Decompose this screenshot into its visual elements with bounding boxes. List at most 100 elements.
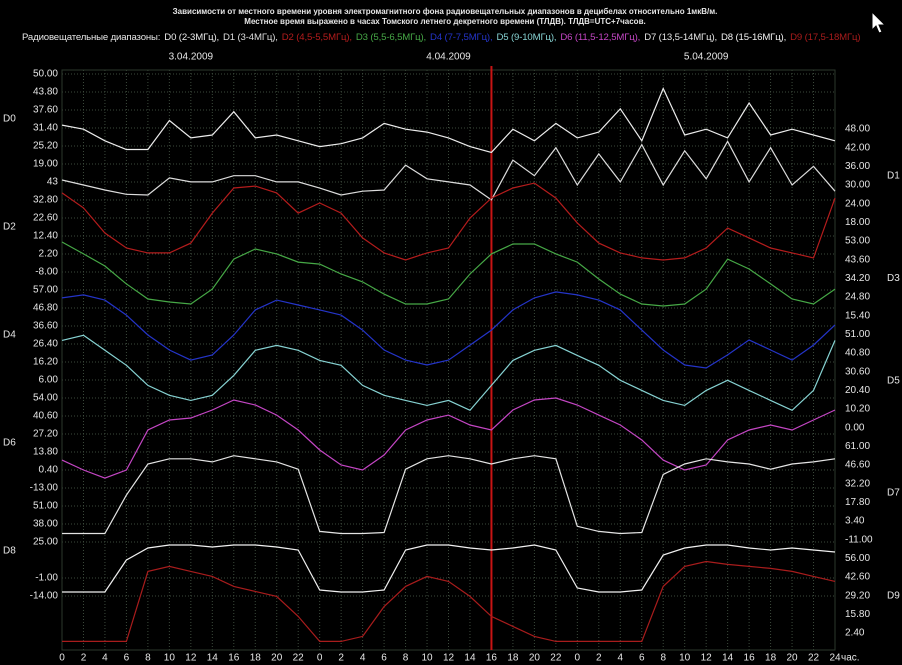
y-tick-label: 10.20 <box>845 404 870 415</box>
y-tick-label: 43.80 <box>33 87 58 98</box>
axis-series-name: D2 <box>3 222 16 233</box>
y-tick-label: -13.00 <box>30 483 59 494</box>
y-tick-label: 46.60 <box>845 460 870 471</box>
y-tick-label: 27.20 <box>33 429 58 440</box>
y-tick-label: 48.00 <box>845 124 870 135</box>
series-line <box>61 241 836 307</box>
mouse-cursor <box>871 10 887 34</box>
y-tick-label: 40.80 <box>845 348 870 359</box>
legend-entry: D7 (13,5-14МГц), <box>644 32 718 43</box>
x-tick-label: 18 <box>250 653 262 664</box>
x-tick-label: 4 <box>360 653 366 664</box>
y-tick-label: -1.00 <box>35 573 58 584</box>
legend-entry: D4 (7-7,5МГц), <box>430 32 493 43</box>
x-tick-label: 18 <box>765 653 777 664</box>
legend-title: Радиовещательные диапазоны: <box>22 32 161 43</box>
chart-subtitle: Местное время выражено в часах Томского … <box>244 17 645 26</box>
series-line <box>62 455 836 535</box>
x-tick-label: 14 <box>464 653 476 664</box>
x-tick-label: 2 <box>338 653 344 664</box>
axis-series-name: D5 <box>887 376 900 387</box>
y-tick-label: 57.00 <box>33 285 58 296</box>
x-tick-label: 10 <box>164 653 176 664</box>
y-tick-label: 25.20 <box>33 141 58 152</box>
y-tick-label: 43.60 <box>845 254 870 265</box>
y-tick-label: 22.60 <box>33 213 58 224</box>
x-tick-label: 12 <box>185 653 197 664</box>
y-tick-label: 15.40 <box>845 310 870 321</box>
x-tick-label: 6 <box>639 653 645 664</box>
x-tick-label: 0 <box>317 653 323 664</box>
series-line <box>61 334 836 412</box>
y-tick-label: 53.00 <box>845 236 870 247</box>
y-tick-label: 32.80 <box>33 195 58 206</box>
x-tick-label: 20 <box>271 653 283 664</box>
axis-series-name: D3 <box>887 273 900 284</box>
axis-series-name: D1 <box>887 170 900 181</box>
y-tick-label: 42.00 <box>845 142 870 153</box>
x-tick-label: 16 <box>486 653 498 664</box>
legend-entry: D8 (15-16МГц), <box>721 32 787 43</box>
series-line <box>61 86 836 154</box>
legend-entry: D2 (4,5-5,5МГц), <box>281 32 352 43</box>
y-tick-label: 3.40 <box>845 516 865 527</box>
y-tick-label: 19.00 <box>33 159 58 170</box>
x-tick-label: 10 <box>421 653 433 664</box>
y-tick-label: 42.60 <box>845 572 870 583</box>
y-tick-label: 56.00 <box>845 553 870 564</box>
axis-series-name: D9 <box>887 590 900 601</box>
legend-entry: D6 (11,5-12,5МГц), <box>560 32 641 43</box>
grid <box>61 70 836 650</box>
y-tick-label: 29.20 <box>845 590 870 601</box>
y-tick-label: 51.00 <box>33 501 58 512</box>
y-tick-label: 40.60 <box>33 411 58 422</box>
y-tick-label: 36.00 <box>845 161 870 172</box>
x-tick-label: 20 <box>529 653 541 664</box>
axis-series-name: D8 <box>3 546 16 557</box>
date-label: 4.04.2009 <box>426 52 471 63</box>
y-tick-label: 2.40 <box>845 628 865 639</box>
y-tick-label: -11.00 <box>845 534 873 545</box>
x-tick-label: 12 <box>701 653 713 664</box>
series-line <box>62 560 836 642</box>
y-tick-label: 46.80 <box>33 303 58 314</box>
y-tick-label: 43 <box>47 177 59 188</box>
y-tick-label: 26.40 <box>33 339 58 350</box>
y-tick-label: 0.00 <box>845 422 865 433</box>
legend-entry: D1 (3-4МГц), <box>223 32 278 43</box>
date-label: 3.04.2009 <box>169 52 214 63</box>
y-tick-label: 6.00 <box>39 375 59 386</box>
axis-series-name: D4 <box>3 330 16 341</box>
legend: Радиовещательные диапазоны: D0 (2-3МГц), D… <box>22 32 902 43</box>
x-tick-label: 14 <box>207 653 219 664</box>
x-tick-label: 4 <box>617 653 623 664</box>
y-tick-label: 15.80 <box>845 609 870 620</box>
y-tick-label: 37.60 <box>33 105 58 116</box>
y-tick-label: 0.40 <box>39 465 59 476</box>
series-line <box>61 182 836 261</box>
x-tick-label: 24 <box>829 653 841 664</box>
x-tick-label: 22 <box>808 653 820 664</box>
x-tick-label: 22 <box>293 653 305 664</box>
series-line <box>61 140 836 201</box>
x-tick-label: 2 <box>596 653 602 664</box>
legend-entry: D3 (5,5-6,5МГц), <box>355 32 427 43</box>
axis-series-name: D6 <box>3 438 16 449</box>
y-tick-label: 38.00 <box>33 519 58 530</box>
x-tick-label: 14 <box>722 653 734 664</box>
x-tick-label: 22 <box>550 653 562 664</box>
y-tick-label: 24.00 <box>845 198 870 209</box>
y-tick-label: 13.80 <box>33 447 58 458</box>
y-tick-label: 51.00 <box>845 329 870 340</box>
legend-entry: D9 (17,5-18МГц) <box>790 32 861 43</box>
y-tick-label: 31.40 <box>33 123 58 134</box>
y-tick-label: 25.00 <box>33 537 58 548</box>
y-tick-label: 30.00 <box>845 180 870 191</box>
plot-frame <box>61 69 836 651</box>
series-line <box>62 544 836 593</box>
y-tick-label: 2.20 <box>39 249 59 260</box>
y-tick-label: 54.00 <box>33 393 58 404</box>
x-tick-label: 0 <box>59 653 65 664</box>
